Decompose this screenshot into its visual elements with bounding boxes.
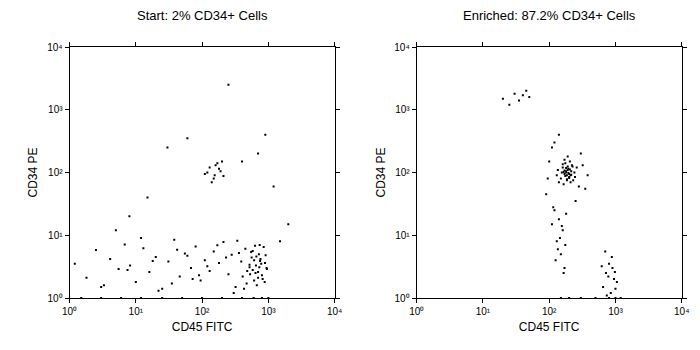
svg-text:10⁴: 10⁴	[674, 306, 689, 317]
svg-text:CD45 FITC: CD45 FITC	[172, 320, 233, 334]
svg-text:Enriched: 87.2% CD34+ Cells: Enriched: 87.2% CD34+ Cells	[463, 8, 636, 23]
svg-text:10³: 10³	[608, 306, 623, 317]
svg-text:10¹: 10¹	[129, 306, 144, 317]
svg-text:10⁰: 10⁰	[409, 306, 424, 317]
svg-text:10⁴: 10⁴	[47, 42, 62, 53]
svg-text:10⁴: 10⁴	[327, 306, 342, 317]
svg-text:10²: 10²	[395, 167, 410, 178]
svg-text:10⁴: 10⁴	[394, 42, 409, 53]
svg-text:10³: 10³	[48, 104, 63, 115]
svg-text:CD45 FITC: CD45 FITC	[519, 320, 580, 334]
svg-text:10¹: 10¹	[476, 306, 491, 317]
svg-text:10²: 10²	[48, 167, 63, 178]
svg-text:CD34 PE: CD34 PE	[26, 147, 40, 197]
svg-text:10⁰: 10⁰	[395, 293, 410, 304]
svg-text:10²: 10²	[542, 306, 557, 317]
svg-text:10⁰: 10⁰	[62, 306, 77, 317]
svg-text:10¹: 10¹	[395, 230, 410, 241]
svg-text:10⁰: 10⁰	[47, 293, 62, 304]
svg-text:10³: 10³	[395, 104, 410, 115]
svg-text:10²: 10²	[195, 306, 210, 317]
svg-text:CD34 PE: CD34 PE	[374, 147, 388, 197]
svg-text:10³: 10³	[261, 306, 276, 317]
svg-text:Start: 2% CD34+ Cells: Start: 2% CD34+ Cells	[137, 8, 268, 23]
svg-text:10¹: 10¹	[48, 230, 63, 241]
